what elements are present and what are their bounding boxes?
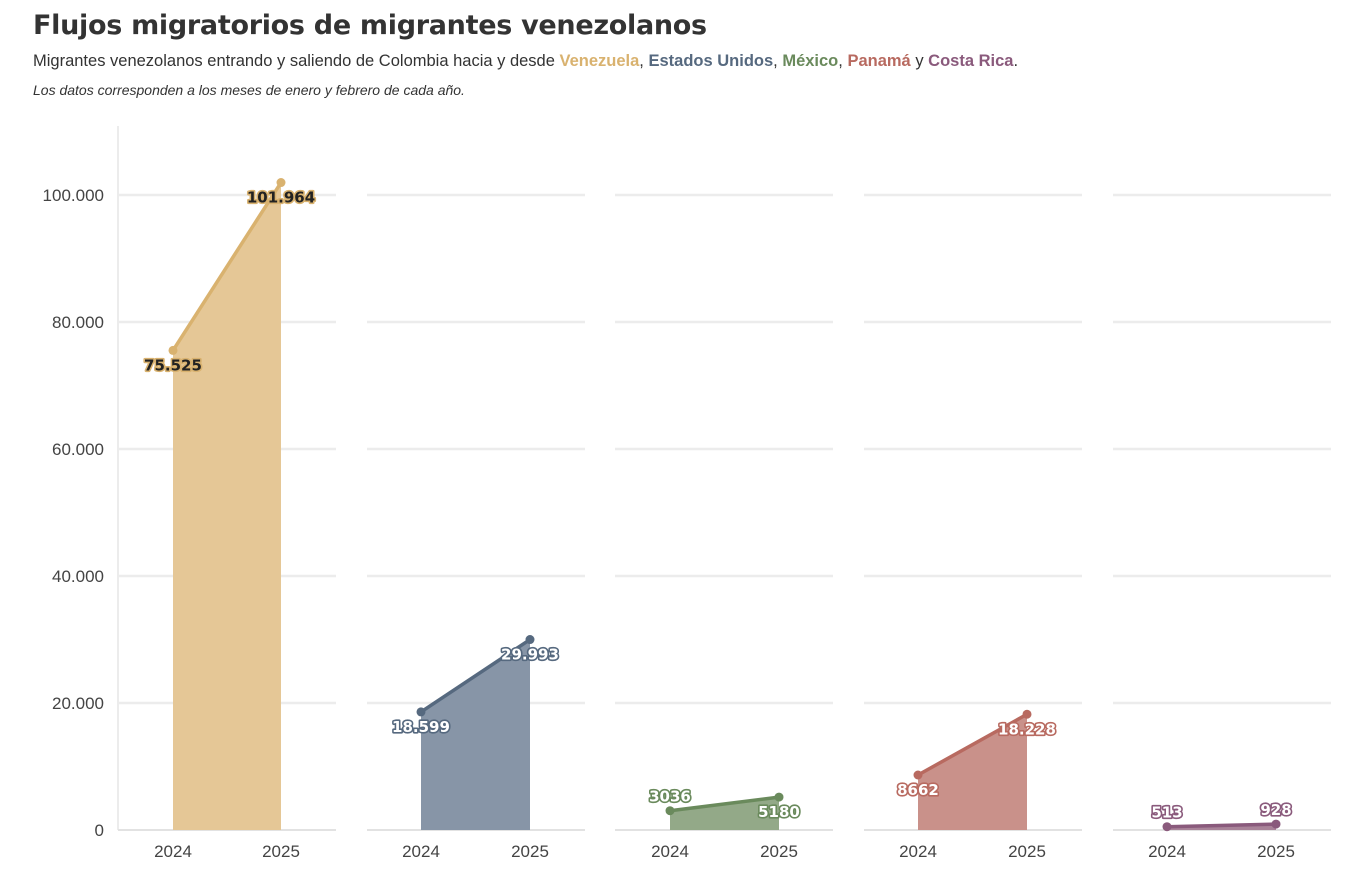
area-venezuela xyxy=(173,182,281,831)
legend-venezuela: Venezuela xyxy=(559,52,640,70)
data-point xyxy=(665,806,675,816)
data-point xyxy=(1271,819,1281,829)
x-tick-label: 2024 xyxy=(154,842,192,861)
data-label: 101.964 xyxy=(247,189,315,207)
subtitle-period: . xyxy=(1013,52,1019,70)
x-tick-label: 2025 xyxy=(760,842,798,861)
data-label: 5180 xyxy=(758,803,800,821)
series-line xyxy=(668,795,781,813)
subtitle-prefix: Migrantes venezolanos entrando y saliend… xyxy=(33,52,560,70)
data-point xyxy=(416,707,426,717)
data-point xyxy=(168,345,178,355)
chart-subtitle: Migrantes venezolanos entrando y saliend… xyxy=(33,52,1018,71)
y-tick-label: 100.000 xyxy=(43,186,104,205)
series-line xyxy=(171,180,283,353)
data-label: 3036 xyxy=(649,788,691,806)
subtitle-sep: y xyxy=(910,52,929,70)
data-point xyxy=(1162,822,1172,832)
y-tick-label: 40.000 xyxy=(52,567,104,586)
legend-costa-rica: Costa Rica xyxy=(928,52,1014,70)
data-point xyxy=(1022,709,1032,719)
data-label: 513 xyxy=(1151,804,1182,822)
area-panamá xyxy=(918,714,1027,830)
data-label: 8662 xyxy=(897,781,939,799)
subtitle-sep: , xyxy=(773,52,783,70)
x-tick-label: 2025 xyxy=(511,842,549,861)
x-tick-label: 2024 xyxy=(402,842,440,861)
x-tick-label: 2024 xyxy=(899,842,937,861)
series-line xyxy=(419,637,532,714)
y-tick-label: 60.000 xyxy=(52,440,104,459)
legend-mexico: México xyxy=(782,52,839,70)
chart-note: Los datos corresponden a los meses de en… xyxy=(33,82,465,98)
data-label: 928 xyxy=(1260,801,1291,819)
x-tick-label: 2024 xyxy=(1148,842,1186,861)
subtitle-sep: , xyxy=(838,52,848,70)
area-méxico xyxy=(670,797,779,830)
x-tick-label: 2024 xyxy=(651,842,689,861)
y-tick-label: 20.000 xyxy=(52,694,104,713)
area-estados-unidos xyxy=(421,639,530,830)
series-line xyxy=(916,712,1029,777)
series-line xyxy=(1165,822,1278,829)
x-tick-label: 2025 xyxy=(262,842,300,861)
data-point xyxy=(525,635,535,645)
chart-title: Flujos migratorios de migrantes venezola… xyxy=(33,10,707,41)
subtitle-sep: , xyxy=(639,52,649,70)
y-tick-label: 0 xyxy=(95,821,104,840)
data-point xyxy=(276,178,286,188)
x-tick-label: 2025 xyxy=(1257,842,1295,861)
y-tick-label: 80.000 xyxy=(52,313,104,332)
legend-estados-unidos: Estados Unidos xyxy=(648,52,774,70)
data-label: 29.993 xyxy=(501,646,559,664)
data-point xyxy=(913,770,923,780)
x-tick-label: 2025 xyxy=(1008,842,1046,861)
data-label: 18.228 xyxy=(998,720,1056,738)
data-label: 75.525 xyxy=(144,356,202,374)
legend-panama: Panamá xyxy=(847,52,911,70)
data-label: 18.599 xyxy=(392,718,450,736)
data-point xyxy=(774,792,784,802)
